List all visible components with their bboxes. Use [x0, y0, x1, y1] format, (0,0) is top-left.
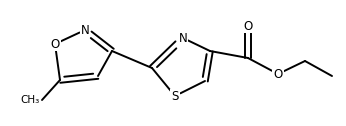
Text: S: S [171, 89, 179, 102]
Text: N: N [81, 24, 89, 37]
Text: CH₃: CH₃ [21, 95, 40, 105]
Text: O: O [273, 68, 283, 81]
Text: O: O [51, 38, 60, 51]
Text: O: O [243, 20, 253, 33]
Text: N: N [179, 32, 188, 44]
